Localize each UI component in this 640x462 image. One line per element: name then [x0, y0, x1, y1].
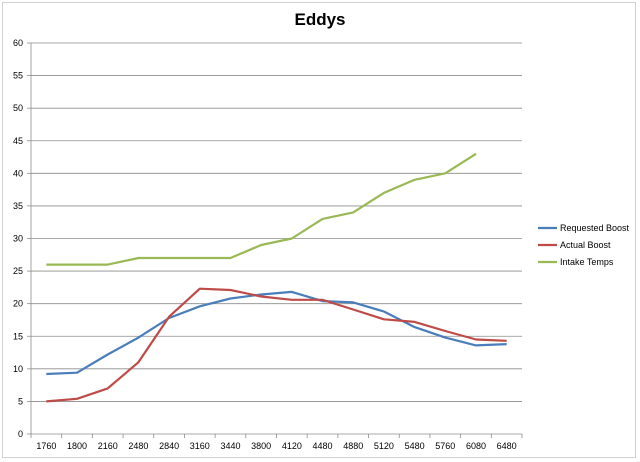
legend-label-intake-temps: Intake Temps [560, 257, 614, 267]
y-tick-label-5: 5 [18, 396, 23, 406]
series-line-requested-boost [46, 290, 507, 376]
x-tick-label-2160: 2160 [98, 441, 118, 451]
x-tick-label-5760: 5760 [435, 441, 455, 451]
y-tick-label-55: 55 [13, 71, 23, 81]
x-tick-label-4480: 4480 [313, 441, 333, 451]
y-axis-tick-labels: 0 5 10 15 20 25 30 35 40 45 50 55 60 [13, 38, 23, 439]
x-tick-label-4120: 4120 [282, 441, 302, 451]
x-tick-label-2480: 2480 [128, 441, 148, 451]
x-tick-label-5120: 5120 [374, 441, 394, 451]
chart-frame [2, 2, 636, 458]
y-tick-label-35: 35 [13, 201, 23, 211]
gridlines [31, 42, 522, 402]
x-tick-label-6480: 6480 [497, 441, 517, 451]
x-axis-tick-labels: 1760 1800 2160 2480 2840 3160 3440 3800 4120 4480… [36, 441, 516, 451]
chart-title: Eddys [294, 10, 346, 29]
x-tick-label-5480: 5480 [405, 441, 425, 451]
x-tick-label-4880: 4880 [343, 441, 363, 451]
y-tick-label-30: 30 [13, 234, 23, 244]
series-line-actual-boost [46, 287, 507, 403]
y-tick-label-60: 60 [13, 38, 23, 48]
x-tick-label-3440: 3440 [220, 441, 240, 451]
series-line-intake-temps [46, 152, 477, 266]
x-tick-label-6080: 6080 [466, 441, 486, 451]
legend-label-actual-boost: Actual Boost [560, 240, 611, 250]
y-tick-label-50: 50 [13, 103, 23, 113]
y-tick-label-45: 45 [13, 136, 23, 146]
y-tick-label-20: 20 [13, 299, 23, 309]
x-tick-label-1760: 1760 [36, 441, 56, 451]
x-tick-label-1800: 1800 [67, 441, 87, 451]
y-tick-label-25: 25 [13, 266, 23, 276]
y-tick-label-10: 10 [13, 364, 23, 374]
x-tick-label-3800: 3800 [251, 441, 271, 451]
legend-label-requested-boost: Requested Boost [560, 223, 630, 233]
series-lines [46, 152, 507, 403]
x-tick-label-3160: 3160 [190, 441, 210, 451]
x-tick-label-2840: 2840 [159, 441, 179, 451]
legend: Requested Boost Actual Boost Intake Temps [538, 223, 630, 267]
axes [27, 42, 523, 438]
y-tick-label-15: 15 [13, 331, 23, 341]
y-tick-label-40: 40 [13, 168, 23, 178]
y-tick-label-0: 0 [18, 429, 23, 439]
